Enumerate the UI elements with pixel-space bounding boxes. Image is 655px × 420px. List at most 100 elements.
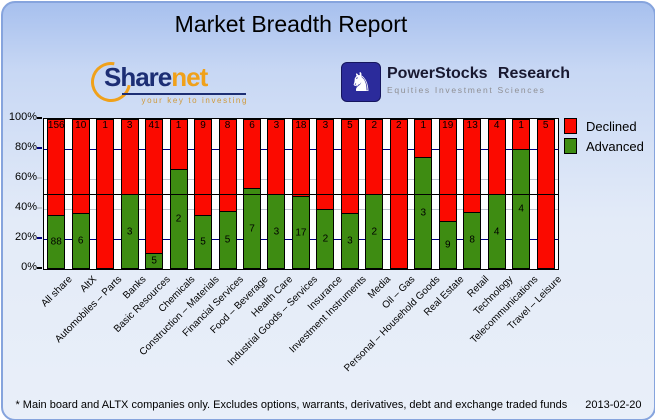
footer-date: 2013-02-20 [585, 399, 642, 411]
declined-value: 1 [420, 120, 427, 131]
x-axis-label-1: AltX [78, 274, 100, 295]
declined-value: 10 [75, 120, 87, 131]
advanced-segment [316, 209, 335, 269]
advanced-value: 5 [151, 255, 157, 267]
declined-value: 41 [148, 120, 160, 131]
bars-container: 156 88 10 6 1 3 3 41 5 1 2 9 5 8 5 6 7 3 3 18 17 3 2 5 3 2 2 2 1 3 19 9… [44, 119, 558, 269]
advanced-segment [291, 196, 310, 269]
advanced-value: 3 [420, 207, 427, 219]
declined-segment [218, 119, 237, 212]
fifty-percent-line [43, 194, 559, 195]
sharenet-underline [122, 93, 246, 95]
advanced-value: 5 [224, 234, 231, 246]
declined-segment [47, 119, 66, 215]
advanced-value: 3 [273, 226, 280, 237]
sharenet-wordmark: Sharenet [104, 62, 208, 93]
y-axis-label-20: 20% [14, 231, 37, 243]
declined-value: 18 [295, 120, 307, 131]
declined-segment [316, 119, 335, 209]
sharenet-word-share: Share [104, 62, 172, 92]
declined-value: 3 [322, 120, 329, 131]
declined-segment [291, 119, 310, 197]
declined-segment [194, 119, 213, 216]
powerstocks-title: PowerStocks Research [387, 65, 570, 82]
declined-segment [365, 119, 384, 194]
advanced-value: 2 [371, 226, 378, 237]
declined-segment [120, 119, 139, 194]
page-title: Market Breadth Report [174, 11, 408, 37]
advanced-segment [145, 252, 164, 269]
declined-value: 5 [347, 120, 353, 131]
bar-0: 156 88 [47, 119, 66, 269]
declined-value: 13 [466, 120, 478, 131]
sharenet-word-net: net [171, 62, 208, 92]
y-axis-tick [37, 237, 42, 239]
declined-value: 4 [493, 120, 500, 131]
footer: * Main board and ALTX companies only. Ex… [3, 399, 654, 411]
legend-item-declined: Declined [564, 118, 644, 134]
declined-segment [463, 119, 482, 212]
advanced-value: 3 [347, 235, 353, 247]
advanced-value: 4 [493, 226, 500, 237]
advanced-value: 88 [50, 236, 62, 248]
declined-value: 9 [200, 120, 206, 131]
declined-segment [487, 119, 506, 194]
legend-item-advanced: Advanced [564, 138, 644, 154]
declined-segment [242, 119, 261, 189]
advanced-segment [242, 188, 261, 269]
declined-value: 156 [47, 120, 65, 131]
advanced-value: 3 [126, 226, 133, 237]
sharenet-logo: Sharenet your key to investing [83, 54, 252, 110]
advanced-value: 5 [200, 236, 206, 248]
y-axis-label-100: 100% [8, 111, 37, 123]
declined-value: 1 [518, 120, 524, 131]
bar-17: 13 8 [463, 119, 482, 269]
advanced-value: 17 [295, 227, 307, 239]
advanced-segment [463, 211, 482, 269]
advanced-value: 2 [322, 233, 329, 245]
y-axis-tick [37, 267, 42, 269]
powerstocks-subtitle: Equities Investment Sciences [387, 85, 546, 95]
sharenet-tagline: your key to investing [141, 96, 248, 105]
plot-area: 156 88 10 6 1 3 3 41 5 1 2 9 5 8 5 6 7 3 3 18 17 3 2 5 3 2 2 2 1 3 19 9… [43, 118, 559, 270]
advanced-value: 7 [249, 223, 255, 235]
declined-swatch [564, 118, 577, 134]
declined-segment [340, 119, 359, 213]
declined-segment [438, 119, 457, 221]
powerstocks-logo: ♞ PowerStocks Research Equities Investme… [341, 62, 570, 104]
declined-segment [71, 119, 90, 213]
advanced-value: 4 [518, 203, 524, 215]
legend: Declined Advanced [564, 118, 644, 158]
advanced-value: 2 [175, 213, 182, 225]
y-axis-tick [37, 177, 42, 179]
bar-16: 19 9 [438, 119, 457, 269]
advanced-segment [218, 211, 237, 269]
y-axis-tick [37, 117, 42, 119]
advanced-segment [414, 156, 433, 269]
y-axis-label-80: 80% [14, 141, 37, 153]
declined-value: 2 [396, 120, 402, 131]
knight-icon: ♞ [341, 62, 381, 102]
declined-segment [414, 119, 433, 157]
legend-label-declined: Declined [586, 118, 637, 134]
advanced-segment [340, 212, 359, 269]
x-axis-label-0: All share [39, 274, 76, 310]
advanced-segment [438, 220, 457, 269]
declined-value: 1 [102, 120, 108, 131]
footer-note: * Main board and ALTX companies only. Ex… [15, 399, 568, 411]
declined-segment [169, 119, 188, 169]
advanced-segment [47, 214, 66, 269]
declined-value: 1 [175, 120, 182, 131]
declined-value: 3 [126, 120, 133, 131]
y-axis-label-40: 40% [14, 201, 37, 213]
bar-1: 10 6 [71, 119, 90, 269]
